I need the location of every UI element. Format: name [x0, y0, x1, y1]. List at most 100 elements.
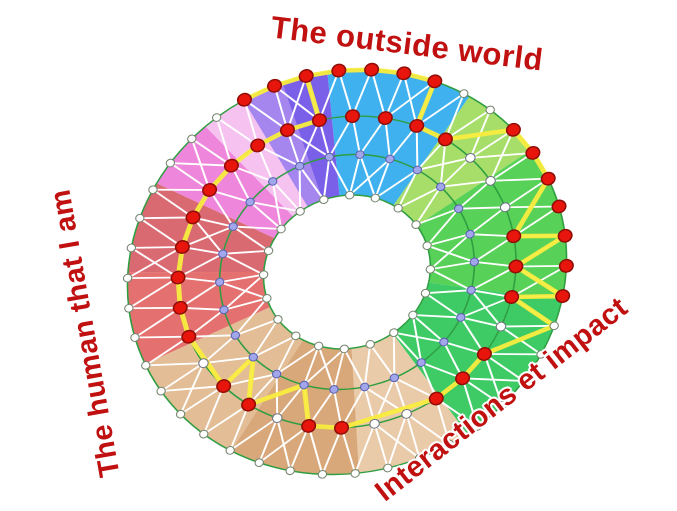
red-node[interactable]: [333, 420, 350, 436]
ring3-node[interactable]: [465, 229, 475, 239]
inner-node[interactable]: [291, 331, 301, 341]
outer-node[interactable]: [485, 105, 495, 115]
ring3-node[interactable]: [359, 382, 370, 392]
ring3-node[interactable]: [219, 305, 229, 315]
outer-node[interactable]: [383, 463, 393, 473]
outer-node[interactable]: [187, 134, 197, 144]
outer-node[interactable]: [518, 376, 529, 386]
red-node[interactable]: [300, 418, 317, 434]
inner-node[interactable]: [408, 310, 418, 320]
red-node[interactable]: [428, 390, 445, 406]
outer-node[interactable]: [199, 429, 209, 439]
red-node[interactable]: [554, 288, 571, 304]
ring3-node[interactable]: [355, 150, 365, 160]
red-node[interactable]: [524, 145, 541, 161]
ring3-node[interactable]: [389, 373, 400, 383]
ring3-node[interactable]: [469, 257, 479, 267]
outer-node[interactable]: [549, 321, 559, 331]
red-node[interactable]: [437, 131, 454, 147]
red-node[interactable]: [454, 370, 471, 386]
red-node[interactable]: [311, 112, 328, 128]
ring3-node[interactable]: [271, 369, 282, 379]
ring2-node[interactable]: [464, 152, 476, 163]
inner-node[interactable]: [344, 190, 355, 200]
red-node[interactable]: [505, 122, 522, 138]
outer-node[interactable]: [122, 273, 133, 283]
red-node[interactable]: [223, 158, 240, 174]
inner-node[interactable]: [339, 344, 349, 354]
outer-node[interactable]: [350, 468, 360, 478]
ring3-node[interactable]: [324, 152, 335, 162]
inner-node[interactable]: [263, 246, 274, 256]
outer-node[interactable]: [536, 349, 546, 359]
outer-node[interactable]: [211, 113, 222, 123]
inner-node[interactable]: [273, 314, 283, 324]
ring3-node[interactable]: [456, 312, 466, 322]
inner-node[interactable]: [262, 293, 272, 303]
ring3-node[interactable]: [385, 154, 395, 164]
outer-node[interactable]: [135, 213, 145, 223]
red-node[interactable]: [363, 62, 380, 78]
red-node[interactable]: [377, 110, 394, 126]
inner-node[interactable]: [319, 195, 329, 205]
outer-node[interactable]: [126, 243, 137, 253]
red-node[interactable]: [170, 269, 187, 285]
red-node[interactable]: [476, 346, 493, 362]
outer-node[interactable]: [414, 453, 425, 463]
outer-node[interactable]: [141, 360, 151, 370]
ring3-node[interactable]: [294, 161, 305, 171]
inner-node[interactable]: [411, 220, 421, 230]
inner-node[interactable]: [258, 270, 269, 280]
ring3-node[interactable]: [412, 165, 423, 175]
outer-node[interactable]: [124, 303, 134, 313]
ring2-node[interactable]: [271, 412, 283, 423]
ring3-node[interactable]: [416, 358, 426, 368]
ring2-node[interactable]: [197, 357, 209, 369]
ring3-node[interactable]: [245, 197, 255, 207]
inner-node[interactable]: [313, 341, 324, 351]
inner-node[interactable]: [295, 206, 305, 216]
outer-node[interactable]: [254, 458, 264, 468]
red-node[interactable]: [558, 258, 575, 274]
red-node[interactable]: [507, 258, 524, 274]
ring3-node[interactable]: [228, 222, 238, 232]
red-node[interactable]: [240, 397, 257, 413]
ring3-node[interactable]: [466, 285, 476, 295]
outer-node[interactable]: [165, 158, 176, 168]
outer-node[interactable]: [148, 185, 158, 195]
red-node[interactable]: [557, 228, 574, 244]
ring3-node[interactable]: [268, 176, 278, 186]
red-node[interactable]: [395, 65, 412, 81]
ring3-node[interactable]: [218, 249, 228, 259]
outer-node[interactable]: [130, 333, 140, 343]
ring3-node[interactable]: [435, 182, 446, 192]
outer-node[interactable]: [175, 409, 186, 419]
red-node[interactable]: [505, 228, 522, 244]
red-node[interactable]: [185, 209, 202, 225]
inner-node[interactable]: [370, 193, 381, 203]
ring2-node[interactable]: [485, 175, 497, 186]
ring3-node[interactable]: [329, 384, 339, 394]
red-node[interactable]: [503, 289, 520, 305]
red-node[interactable]: [551, 198, 568, 214]
red-node[interactable]: [540, 171, 557, 187]
red-node[interactable]: [408, 118, 425, 134]
ring3-node[interactable]: [453, 204, 464, 214]
outer-node[interactable]: [156, 386, 166, 396]
red-node[interactable]: [172, 300, 189, 316]
red-node[interactable]: [426, 73, 443, 89]
inner-node[interactable]: [422, 241, 432, 251]
inner-node[interactable]: [365, 339, 375, 349]
inner-node[interactable]: [389, 328, 399, 338]
ring3-node[interactable]: [230, 330, 241, 340]
outer-node[interactable]: [497, 400, 507, 410]
red-node[interactable]: [266, 78, 283, 94]
inner-node[interactable]: [420, 288, 431, 298]
red-node[interactable]: [180, 329, 197, 345]
red-node[interactable]: [174, 239, 191, 255]
ring2-node[interactable]: [495, 321, 507, 332]
outer-node[interactable]: [459, 89, 469, 99]
ring2-node[interactable]: [499, 202, 511, 213]
ring2-node[interactable]: [401, 408, 413, 419]
red-node[interactable]: [236, 92, 253, 108]
